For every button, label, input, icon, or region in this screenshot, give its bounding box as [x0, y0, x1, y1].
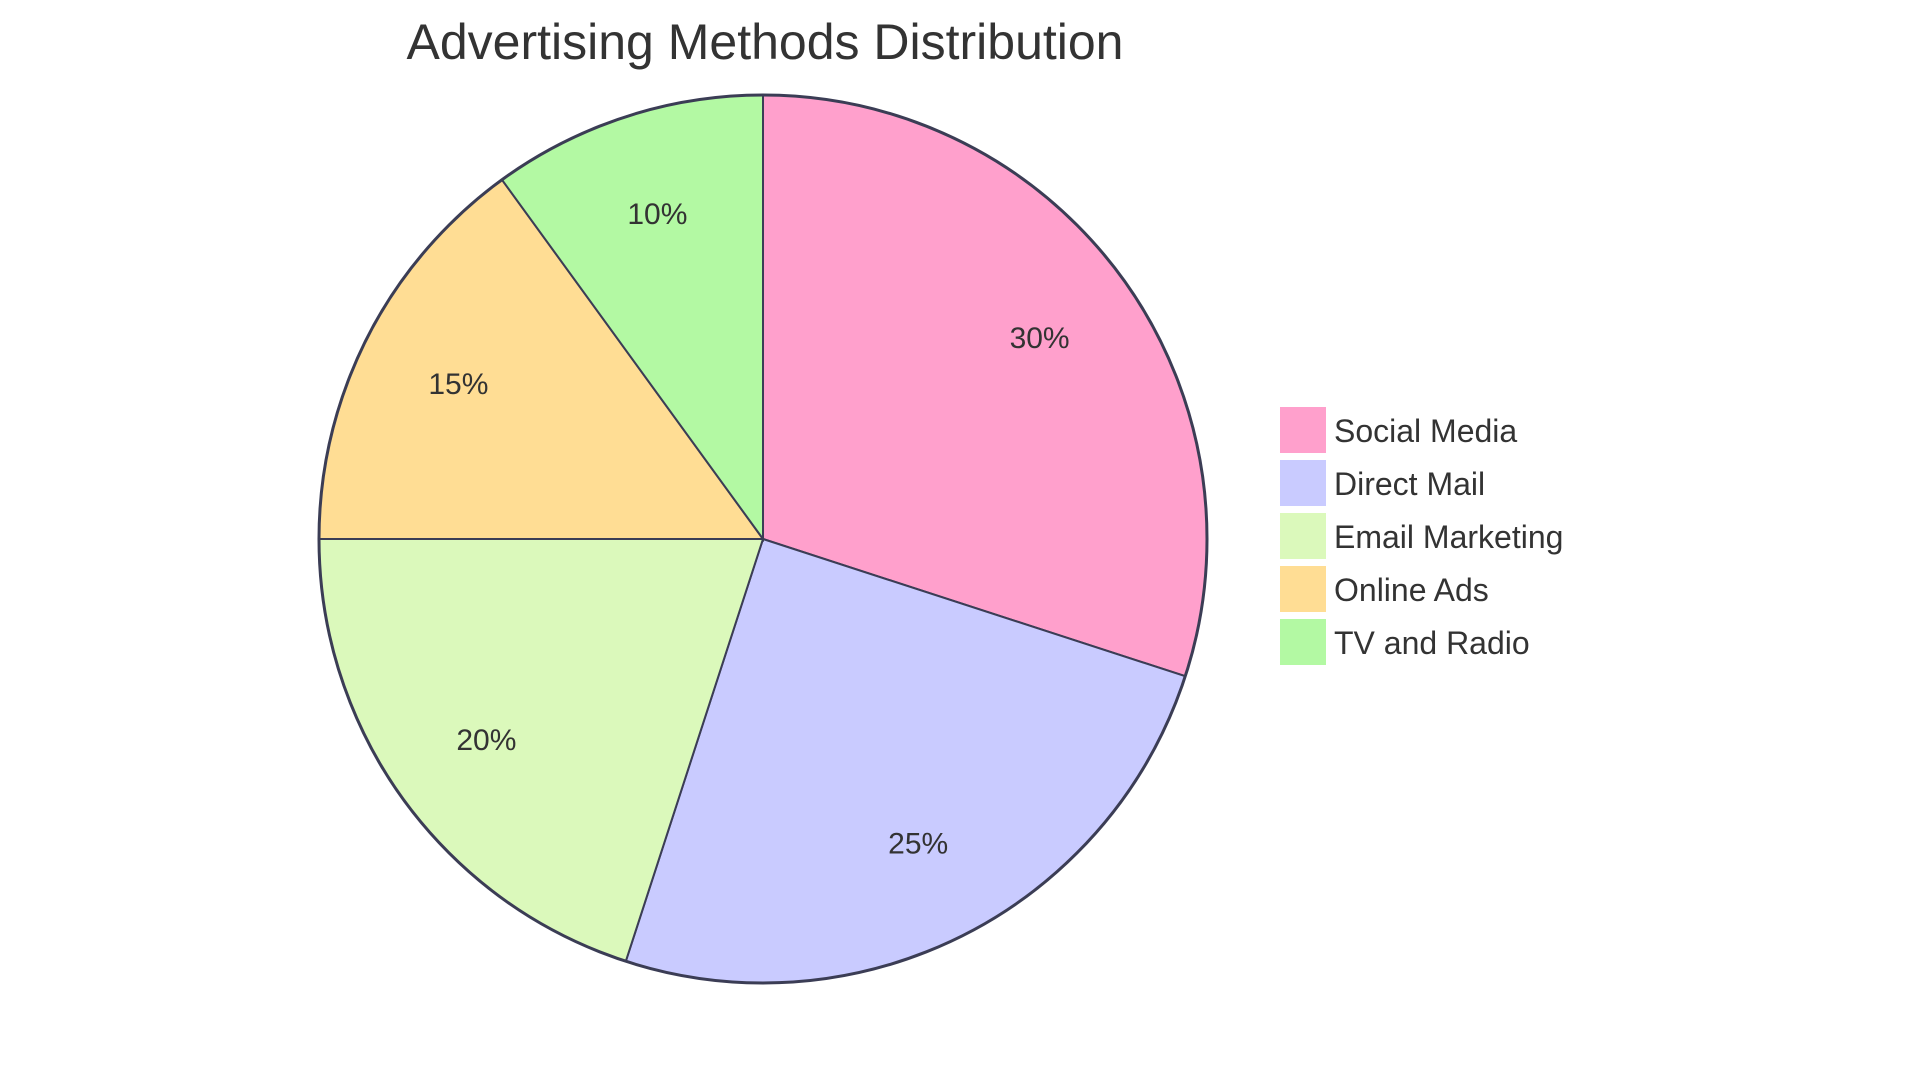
pct-label-online-ads: 15%: [428, 368, 488, 401]
chart-title: Advertising Methods Distribution: [407, 14, 1124, 70]
legend: Social Media Direct Mail Email Marketing On…: [1280, 407, 1563, 665]
legend-swatch: [1280, 619, 1326, 665]
pct-label-tv-and-radio: 10%: [627, 198, 687, 231]
legend-swatch: [1280, 460, 1326, 506]
legend-item-online-ads: Online Ads: [1280, 566, 1489, 612]
legend-label: Direct Mail: [1334, 466, 1485, 502]
legend-label: Email Marketing: [1334, 519, 1563, 555]
legend-label: TV and Radio: [1334, 625, 1530, 661]
legend-swatch: [1280, 407, 1326, 453]
legend-item-email-marketing: Email Marketing: [1280, 513, 1563, 559]
legend-item-direct-mail: Direct Mail: [1280, 460, 1485, 506]
pct-label-email-marketing: 20%: [456, 724, 516, 757]
pct-label-social-media: 30%: [1010, 322, 1070, 355]
legend-label: Online Ads: [1334, 572, 1489, 608]
legend-swatch: [1280, 566, 1326, 612]
percentage-labels: 30% 25% 20% 15% 10%: [428, 198, 1069, 861]
pie-slices: [317, 93, 1208, 984]
legend-item-tv-and-radio: TV and Radio: [1280, 619, 1530, 665]
pct-label-direct-mail: 25%: [888, 828, 948, 861]
legend-label: Social Media: [1334, 413, 1517, 449]
legend-item-social-media: Social Media: [1280, 407, 1517, 453]
legend-swatch: [1280, 513, 1326, 559]
pie-outline: [317, 93, 1209, 985]
